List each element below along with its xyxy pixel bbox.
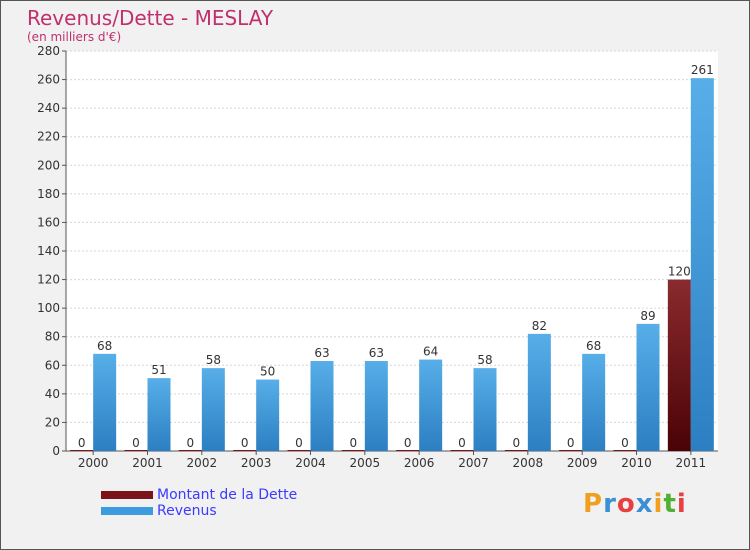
logo-letter: i xyxy=(676,489,687,519)
y-tick-label: 120 xyxy=(37,273,60,287)
data-label-revenue: 68 xyxy=(586,339,601,353)
legend-swatch-debt xyxy=(101,491,153,499)
logo-letter: P xyxy=(583,489,604,519)
data-label-revenue: 63 xyxy=(314,346,329,360)
y-tick-label: 200 xyxy=(37,158,60,172)
bar-revenue xyxy=(364,361,388,451)
x-tick-label: 2000 xyxy=(78,456,109,470)
x-tick-label: 2001 xyxy=(132,456,163,470)
bar-debt xyxy=(70,450,94,451)
data-label-debt: 0 xyxy=(350,436,358,450)
logo-letter: i xyxy=(653,489,664,519)
data-label-revenue: 50 xyxy=(260,365,275,379)
bar-revenue xyxy=(310,361,334,451)
x-tick-label: 2006 xyxy=(404,456,435,470)
y-tick-label: 0 xyxy=(52,444,60,458)
y-tick-label: 260 xyxy=(37,73,60,87)
x-tick-label: 2007 xyxy=(458,456,489,470)
bar-debt xyxy=(396,450,420,451)
y-tick-label: 80 xyxy=(45,330,60,344)
data-label-debt: 0 xyxy=(132,436,140,450)
bar-debt xyxy=(341,450,365,451)
legend: Montant de la Dette Revenus xyxy=(101,487,297,519)
data-label-debt: 0 xyxy=(404,436,412,450)
bar-debt xyxy=(613,450,637,451)
data-label-revenue: 63 xyxy=(369,346,384,360)
data-label-revenue: 51 xyxy=(151,363,166,377)
data-label-debt: 0 xyxy=(241,436,249,450)
bar-revenue xyxy=(147,378,171,451)
y-tick-label: 160 xyxy=(37,215,60,229)
bar-revenue xyxy=(582,353,606,451)
bar-debt xyxy=(178,450,202,451)
bar-debt xyxy=(450,450,474,451)
x-tick-label: 2002 xyxy=(187,456,218,470)
y-tick-label: 60 xyxy=(45,358,60,372)
x-tick-label: 2009 xyxy=(567,456,598,470)
logo-letter: r xyxy=(603,489,617,519)
bar-debt xyxy=(124,450,148,451)
bar-debt xyxy=(667,279,691,451)
y-tick-label: 140 xyxy=(37,244,60,258)
logo-letter: o xyxy=(616,489,636,519)
bar-debt xyxy=(504,450,528,451)
x-tick-label: 2005 xyxy=(350,456,381,470)
y-tick-label: 240 xyxy=(37,101,60,115)
bar-revenue xyxy=(256,379,280,451)
bar-debt xyxy=(233,450,257,451)
bar-revenue xyxy=(690,78,714,452)
data-label-revenue: 261 xyxy=(691,63,714,77)
bar-debt xyxy=(559,450,583,451)
proxiti-logo: Proxiti xyxy=(583,489,687,519)
data-label-debt: 0 xyxy=(458,436,466,450)
x-tick-label: 2008 xyxy=(513,456,544,470)
y-tick-label: 220 xyxy=(37,130,60,144)
legend-item-debt: Montant de la Dette xyxy=(101,487,297,503)
data-label-revenue: 58 xyxy=(206,353,221,367)
data-label-debt: 0 xyxy=(78,436,86,450)
data-label-debt: 0 xyxy=(513,436,521,450)
bar-revenue xyxy=(93,353,117,451)
chart-subtitle: (en milliers d'€) xyxy=(27,30,122,44)
y-tick-label: 40 xyxy=(45,387,60,401)
data-label-revenue: 89 xyxy=(640,309,655,323)
bar-revenue xyxy=(201,368,225,451)
data-label-debt: 0 xyxy=(621,436,629,450)
bar-revenue xyxy=(419,359,443,451)
y-tick-label: 100 xyxy=(37,301,60,315)
data-label-revenue: 68 xyxy=(97,339,112,353)
logo-letter: x xyxy=(635,489,654,519)
y-tick-label: 180 xyxy=(37,187,60,201)
bar-revenue xyxy=(527,333,551,451)
legend-item-revenue: Revenus xyxy=(101,503,297,519)
bar-revenue xyxy=(473,368,497,451)
y-tick-label: 20 xyxy=(45,415,60,429)
legend-label-debt: Montant de la Dette xyxy=(157,487,298,503)
bar-revenue xyxy=(636,323,660,451)
x-tick-label: 2003 xyxy=(241,456,272,470)
data-label-revenue: 82 xyxy=(532,319,547,333)
legend-label-revenue: Revenus xyxy=(157,503,217,519)
data-label-debt: 0 xyxy=(567,436,575,450)
data-label-debt: 120 xyxy=(668,265,691,279)
data-label-debt: 0 xyxy=(187,436,195,450)
x-tick-label: 2004 xyxy=(295,456,326,470)
x-tick-label: 2010 xyxy=(621,456,652,470)
y-tick-label: 280 xyxy=(37,44,60,58)
data-label-debt: 0 xyxy=(295,436,303,450)
chart-title: Revenus/Dette - MESLAY xyxy=(27,6,274,30)
x-tick-label: 2011 xyxy=(676,456,707,470)
data-label-revenue: 58 xyxy=(477,353,492,367)
logo-letter: t xyxy=(663,489,677,519)
bar-debt xyxy=(287,450,311,451)
legend-swatch-revenue xyxy=(101,507,153,515)
data-label-revenue: 64 xyxy=(423,345,438,359)
